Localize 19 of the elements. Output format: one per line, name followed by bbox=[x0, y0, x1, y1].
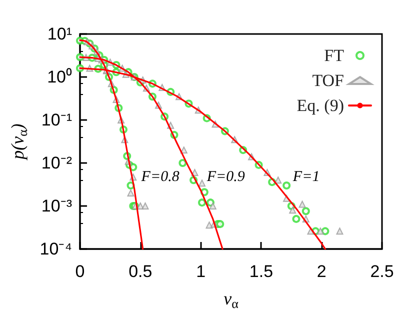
x-tick-label: 1.5 bbox=[249, 262, 274, 281]
x-tick-label: 0 bbox=[75, 262, 85, 281]
legend-label: Eq. (9) bbox=[296, 96, 344, 115]
x-tick-label: 1 bbox=[196, 262, 206, 281]
y-tick-label: 10⁻² bbox=[41, 154, 72, 172]
x-tick-label: 2 bbox=[316, 262, 326, 281]
annotation: F=1 bbox=[292, 168, 320, 185]
y-tick-label: 10⁻³ bbox=[41, 196, 72, 216]
annotation: F=0.8 bbox=[140, 168, 180, 185]
y-tick-label: 10¹ bbox=[47, 24, 72, 44]
y-tick-label: 10⁻¹ bbox=[41, 110, 72, 130]
y-tick-label: 10⁰ bbox=[47, 68, 72, 86]
x-tick-label: 0.5 bbox=[128, 262, 152, 281]
y-tick-label: 10⁻⁴ bbox=[40, 240, 72, 258]
annotation: F=0.9 bbox=[206, 168, 246, 185]
y-axis-title: p(vα) bbox=[7, 124, 30, 162]
x-tick-label: 2.5 bbox=[370, 262, 394, 281]
legend-label: FT bbox=[324, 46, 345, 65]
legend-label: TOF bbox=[312, 71, 344, 90]
